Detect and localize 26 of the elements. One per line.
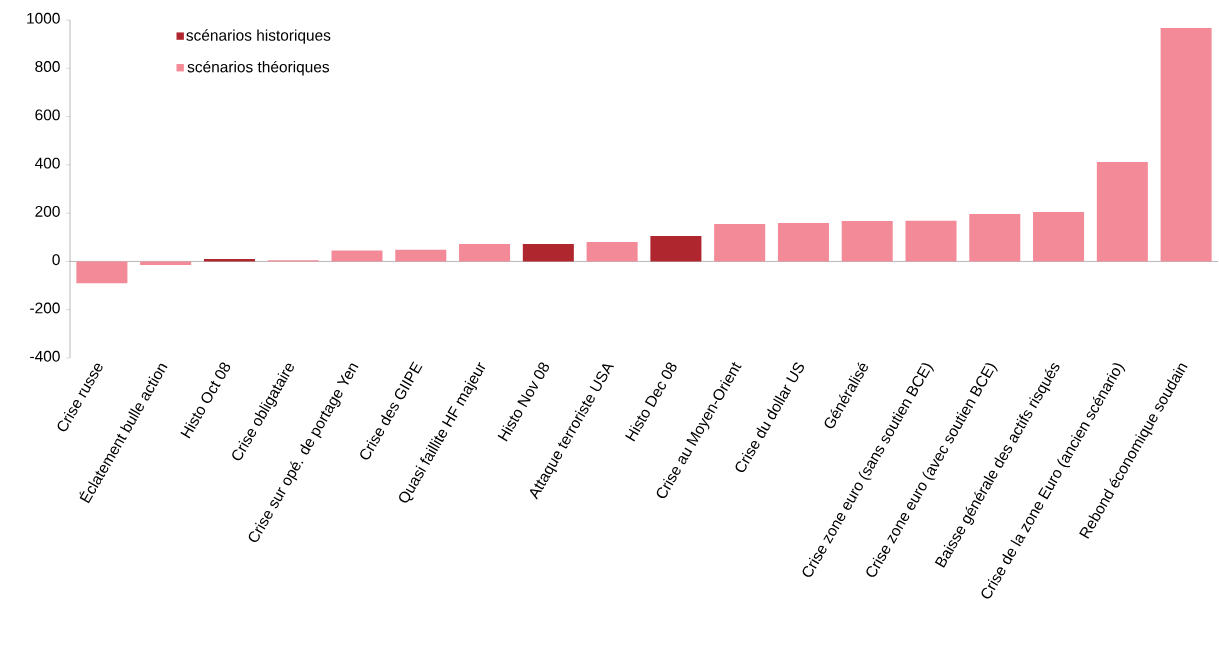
y-tick-label: 800 <box>35 61 60 73</box>
bar <box>650 236 702 262</box>
y-tick-label: 200 <box>35 205 60 217</box>
bar <box>522 244 574 262</box>
bar <box>459 244 511 262</box>
y-tick-label: -400 <box>30 350 60 362</box>
legend-label: scénarios théoriques <box>187 60 330 76</box>
bar <box>1033 211 1085 262</box>
bar <box>1096 161 1148 262</box>
bar <box>714 224 766 262</box>
y-tick-label: -200 <box>30 302 60 314</box>
y-tick-label: 0 <box>52 254 60 266</box>
y-tick-label: 1000 <box>27 12 60 24</box>
bar <box>841 221 893 262</box>
bar <box>76 261 128 284</box>
y-tick-label: 400 <box>35 157 60 169</box>
bar <box>905 220 957 262</box>
bar <box>586 242 638 262</box>
bar <box>1160 27 1212 262</box>
bar <box>395 249 447 262</box>
bar <box>969 214 1021 262</box>
legend-label: scénarios historiques <box>186 29 331 44</box>
bar <box>777 223 829 262</box>
y-tick-label: 600 <box>35 109 60 121</box>
bar <box>331 250 383 262</box>
bar <box>140 261 192 266</box>
